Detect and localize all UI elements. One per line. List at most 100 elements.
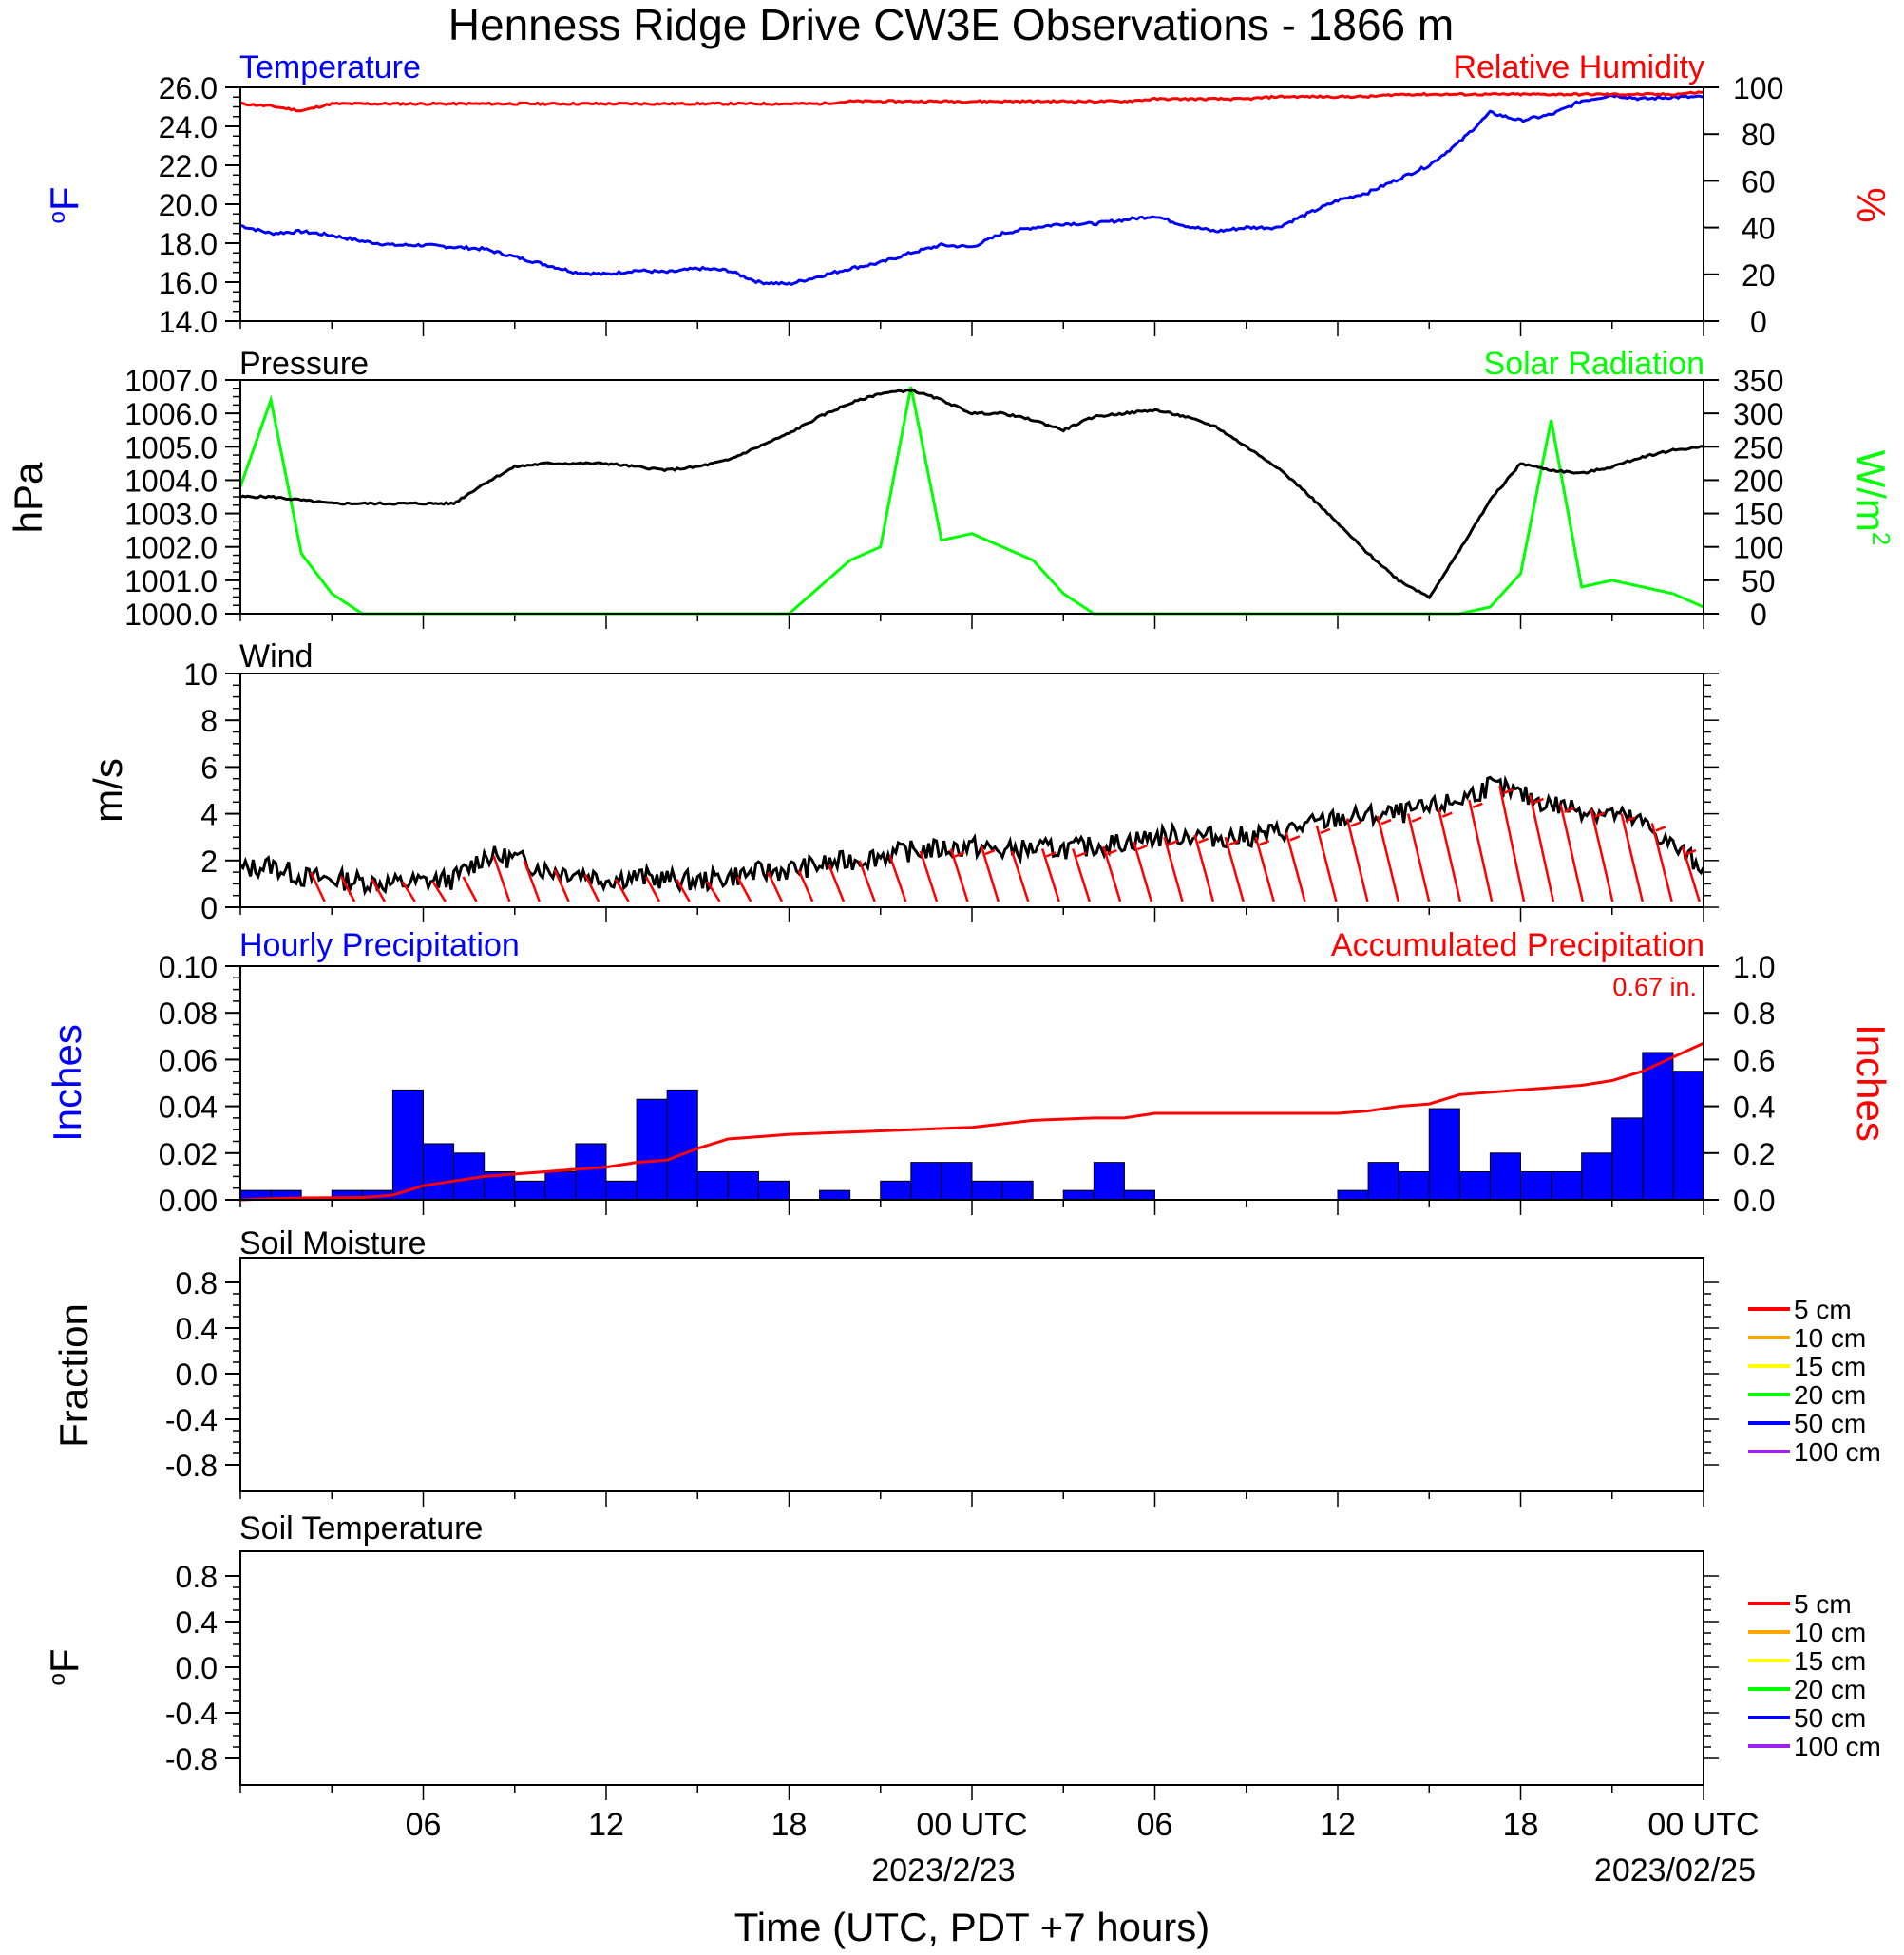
wind-barb: [1345, 818, 1369, 902]
wind-barb: [919, 850, 939, 902]
y-tick-label: 0.0: [176, 1357, 218, 1392]
wind-barb: [1438, 808, 1462, 902]
legend-label: 100 cm: [1794, 1732, 1881, 1761]
wind-barb: [797, 869, 814, 902]
precip-bar: [1367, 1162, 1399, 1201]
legend-label: 10 cm: [1794, 1618, 1866, 1647]
wind-barb: [644, 876, 661, 902]
y-right-tick-label: 250: [1733, 430, 1783, 465]
wind-barb: [1681, 845, 1701, 902]
y-right-tick-label: 300: [1733, 397, 1783, 431]
precip-bar: [391, 1089, 424, 1201]
solar-unit-main: W/m: [1849, 450, 1894, 532]
y-right-tick-label: 0.8: [1733, 996, 1775, 1031]
precip-bar: [1489, 1152, 1521, 1201]
series-line-temperature: [239, 93, 1704, 287]
wind-barb: [492, 855, 511, 902]
legend-label: 5 cm: [1794, 1589, 1852, 1619]
precip-ylabel: Inches: [45, 1024, 89, 1142]
series-line-pressure: [239, 388, 1704, 600]
wind-barb: [888, 855, 907, 902]
wind-barb: [736, 876, 752, 902]
y-right-tick-label: 150: [1733, 498, 1783, 532]
y-tick-label: 6: [200, 750, 218, 785]
temperature-panel: Temperature Relative Humidity oF % 26.02…: [42, 49, 1894, 339]
y-tick-label: 0.0: [176, 1651, 218, 1685]
legend-label: 50 cm: [1794, 1703, 1866, 1733]
y-tick-label: -0.8: [165, 1742, 218, 1776]
hourly-precip-title: Hourly Precipitation: [239, 927, 520, 963]
wind-barb: [706, 881, 721, 902]
humidity-title: Relative Humidity: [1453, 49, 1704, 85]
wind-barb-flag: [1380, 818, 1392, 826]
svg-text:oF: oF: [42, 186, 86, 223]
x-tick-label: 06: [406, 1807, 442, 1843]
y-tick-label: 0.4: [176, 1605, 218, 1640]
wind-barb-flag: [1259, 840, 1270, 846]
wind-barb-flag: [1136, 844, 1148, 851]
legend-label: 15 cm: [1794, 1352, 1866, 1381]
legend-label: 15 cm: [1794, 1646, 1866, 1676]
wind-barb: [1498, 785, 1526, 902]
y-tick-label: 0.00: [159, 1184, 218, 1218]
wind-barb-flag: [1594, 811, 1606, 818]
degree-symbol: o: [45, 1673, 70, 1685]
precip-bar: [757, 1180, 790, 1201]
wind-axis-ticks: 10 8 6 4 2 0: [183, 657, 1719, 925]
wind-barb-flag: [1350, 821, 1361, 827]
wind-panel: Wind m/s 10 8 6 4 2 0: [86, 638, 1719, 925]
pressure-axis-ticks: 1007.01006.01005.01004.01003.01002.01001…: [124, 364, 1783, 632]
x-tick-label: 18: [1503, 1807, 1539, 1843]
wind-barb: [980, 845, 1000, 902]
wind-barb: [431, 881, 447, 902]
wind-barb: [401, 881, 416, 902]
soil-moisture-title: Soil Moisture: [239, 1225, 427, 1262]
y-tick-label: 20.0: [159, 188, 218, 222]
precip-bar: [941, 1162, 973, 1201]
wind-barb: [340, 876, 356, 902]
precip-bar: [880, 1180, 912, 1201]
unit-letter: F: [42, 1648, 86, 1673]
wind-barb: [1285, 831, 1306, 902]
y-tick-label: 0.06: [159, 1043, 218, 1077]
precip-bar: [666, 1089, 698, 1201]
y-tick-label: 0: [200, 891, 218, 925]
date-label-2: 2023/02/25: [1594, 1852, 1756, 1889]
wind-title: Wind: [239, 638, 313, 674]
wind-barb: [828, 864, 846, 902]
x-tick-label: 00 UTC: [1647, 1807, 1759, 1843]
temperature-axis-ticks: 26.0 24.0 22.0 20.0 18.0 16.0 14.0 100 80 60 40 20 0: [159, 71, 1784, 339]
precip-bar: [1337, 1189, 1369, 1201]
y-tick-label: 14.0: [159, 305, 218, 339]
precip-bar: [1611, 1117, 1644, 1201]
unit-letter: F: [42, 186, 86, 211]
wind-barb-flag: [1502, 788, 1514, 795]
wind-barb: [1620, 813, 1644, 902]
wind-barb: [1468, 799, 1494, 902]
legend-label: 100 cm: [1794, 1437, 1881, 1467]
y-tick-label: 1004.0: [124, 464, 218, 498]
precip-axis-ticks: 0.10 0.08 0.06 0.04 0.02 0.00 1.0 0.8 0.6 0.4 0.2 0…: [159, 950, 1776, 1218]
y-tick-label: 1001.0: [124, 564, 218, 598]
y-tick-label: 8: [200, 704, 218, 738]
solar-unit-superscript: 2: [1867, 532, 1895, 545]
y-tick-label: 1006.0: [124, 397, 218, 431]
y-right-tick-label: 50: [1742, 564, 1776, 598]
y-tick-label: 1000.0: [124, 598, 218, 632]
legend-label: 20 cm: [1794, 1380, 1866, 1410]
x-tick-label: 18: [771, 1807, 808, 1843]
y-tick-label: -0.4: [165, 1403, 218, 1437]
wind-barb-flag: [1625, 816, 1636, 823]
y-tick-label: 0.4: [176, 1312, 218, 1346]
temperature-title: Temperature: [239, 49, 421, 85]
wind-barb-flag: [1168, 840, 1178, 846]
precip-bar: [1581, 1152, 1613, 1201]
precip-bar: [1520, 1170, 1552, 1201]
soil-moisture-ylabel: Fraction: [51, 1303, 96, 1448]
svg-text:W/m2: W/m2: [1849, 450, 1895, 546]
y-right-tick-label: 80: [1742, 118, 1776, 152]
wind-barb: [1650, 823, 1673, 902]
y-right-tick-label: 100: [1733, 71, 1783, 105]
